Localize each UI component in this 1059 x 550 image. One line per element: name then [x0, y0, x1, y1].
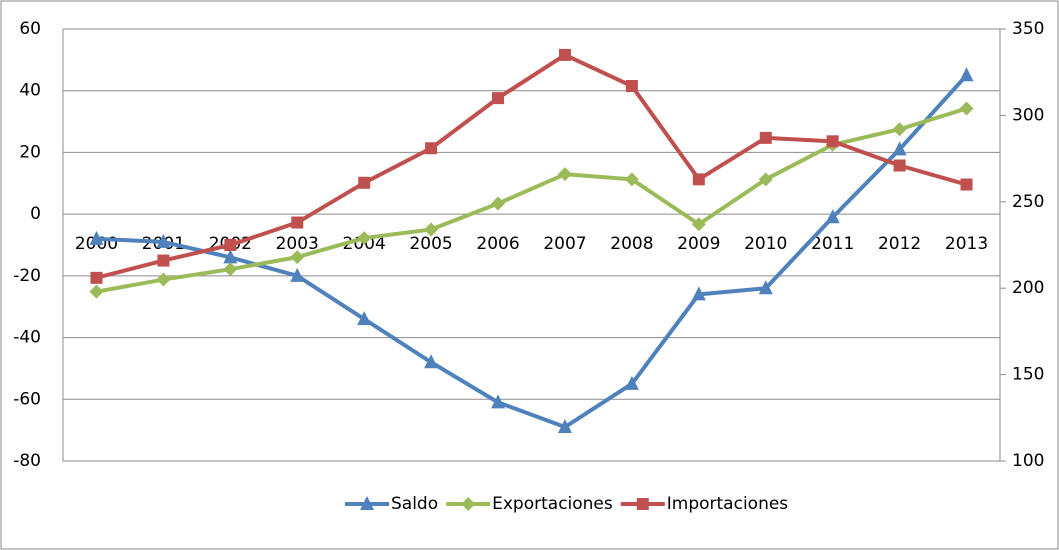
marker: [625, 80, 638, 93]
marker: [357, 311, 372, 326]
marker: [290, 250, 305, 265]
x-tick-label: 2006: [476, 234, 519, 254]
marker: [224, 239, 237, 251]
x-tick-label: 2011: [811, 234, 854, 254]
x-tick-label: 2013: [945, 234, 988, 254]
marker: [425, 142, 438, 155]
marker: [491, 196, 506, 211]
marker: [89, 284, 104, 299]
marker: [290, 267, 305, 282]
marker: [424, 354, 439, 369]
marker: [892, 141, 907, 156]
y2-tick-label: 300: [1012, 105, 1044, 125]
x-tick-label: 2005: [409, 234, 452, 254]
marker: [624, 172, 639, 187]
series-line: [95, 52, 968, 280]
marker: [491, 394, 506, 409]
marker: [157, 254, 170, 267]
marker: [358, 176, 371, 189]
x-tick-label: 2007: [543, 234, 586, 254]
marker: [826, 135, 839, 148]
x-tick-label: 2012: [878, 234, 921, 254]
x-tick-label: 2008: [610, 234, 653, 254]
y-tick-label: -40: [13, 328, 41, 348]
marker: [357, 231, 372, 246]
x-tick-label: 2010: [744, 234, 787, 254]
marker: [759, 131, 772, 144]
y-tick-label: 60: [19, 19, 41, 39]
marker: [90, 271, 103, 284]
marker: [691, 217, 706, 232]
y-tick-label: 20: [19, 142, 41, 162]
marker: [691, 286, 706, 301]
y2-tick-label: 250: [1012, 192, 1044, 212]
marker: [223, 262, 238, 277]
marker: [89, 230, 104, 245]
marker: [156, 233, 171, 248]
marker: [291, 216, 304, 229]
marker: [557, 167, 572, 182]
y-tick-label: -60: [13, 389, 41, 409]
marker: [461, 497, 476, 511]
marker: [624, 375, 639, 390]
marker: [758, 172, 773, 187]
marker: [893, 159, 906, 172]
marker: [156, 272, 171, 287]
legend-label: Exportaciones: [492, 494, 613, 514]
x-tick-label: 2003: [276, 234, 319, 254]
marker: [959, 67, 974, 82]
marker: [692, 173, 705, 186]
marker: [825, 209, 840, 224]
marker: [492, 92, 505, 105]
y-tick-label: -80: [13, 451, 41, 471]
marker: [892, 122, 907, 137]
y2-tick-label: 150: [1012, 365, 1044, 385]
marker: [558, 48, 571, 61]
y2-tick-label: 350: [1012, 19, 1044, 39]
series-line: [96, 73, 969, 430]
series-line: [96, 106, 968, 294]
y2-tick-label: 200: [1012, 278, 1044, 298]
marker: [960, 178, 973, 191]
legend-label: Saldo: [391, 494, 438, 514]
y2-tick-label: 100: [1012, 451, 1044, 471]
marker: [636, 498, 649, 510]
y-tick-label: 0: [30, 204, 41, 224]
marker: [758, 280, 773, 295]
marker: [424, 222, 439, 237]
marker: [959, 101, 974, 116]
legend-label: Importaciones: [667, 494, 789, 514]
marker: [223, 249, 238, 264]
y-tick-label: -20: [13, 266, 41, 286]
x-tick-label: 2009: [677, 234, 720, 254]
marker: [360, 496, 374, 510]
marker: [557, 419, 572, 434]
y-tick-label: 40: [19, 81, 41, 101]
